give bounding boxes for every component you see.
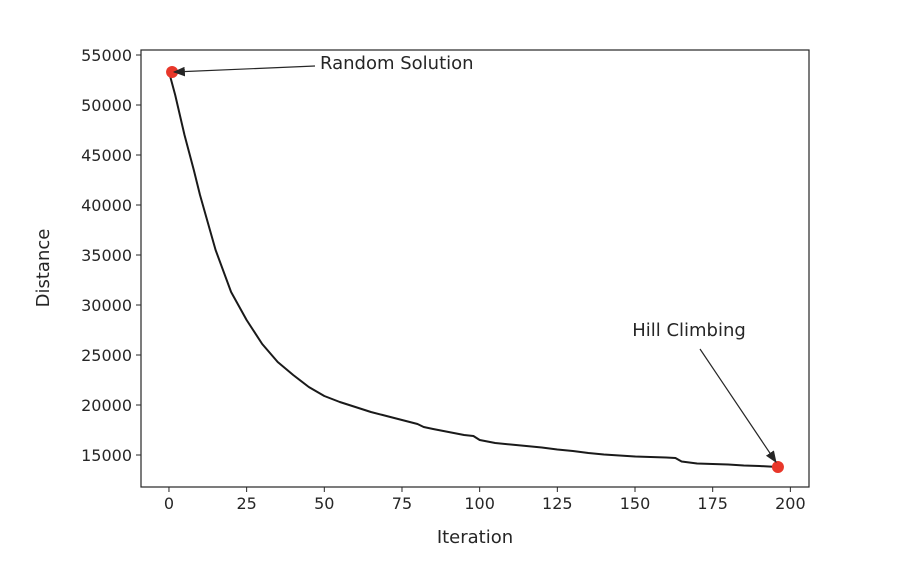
y-axis-label: Distance — [33, 229, 54, 308]
x-tick-label: 125 — [542, 494, 573, 513]
annotation-arrow-random-solution — [172, 65, 316, 77]
x-tick-label: 50 — [314, 494, 334, 513]
y-tick-label: 40000 — [81, 196, 132, 215]
y-tick-label: 20000 — [81, 396, 132, 415]
x-tick-label: 0 — [164, 494, 174, 513]
y-tick-label: 30000 — [81, 296, 132, 315]
annotation-random-solution: Random Solution — [320, 53, 474, 74]
plot-frame — [140, 49, 810, 488]
y-tick-label: 25000 — [81, 346, 132, 365]
y-tick-label: 50000 — [81, 96, 132, 115]
x-tick-label: 75 — [392, 494, 412, 513]
series-line-0 — [168, 71, 778, 468]
x-tick-label: 25 — [236, 494, 256, 513]
y-tick-label: 35000 — [81, 246, 132, 265]
x-tick-label: 100 — [464, 494, 495, 513]
x-axis-label: Iteration — [437, 527, 513, 548]
y-tick-label: 15000 — [81, 446, 132, 465]
annotation-hill-climbing: Hill Climbing — [632, 320, 746, 341]
annotation-arrow-hill-climbing — [699, 348, 777, 463]
x-tick-label: 200 — [775, 494, 806, 513]
x-tick-label: 150 — [620, 494, 651, 513]
highlight-point-1 — [771, 461, 784, 473]
y-tick-label: 55000 — [81, 46, 132, 65]
y-tick-label: 45000 — [81, 146, 132, 165]
x-tick-label: 175 — [697, 494, 728, 513]
